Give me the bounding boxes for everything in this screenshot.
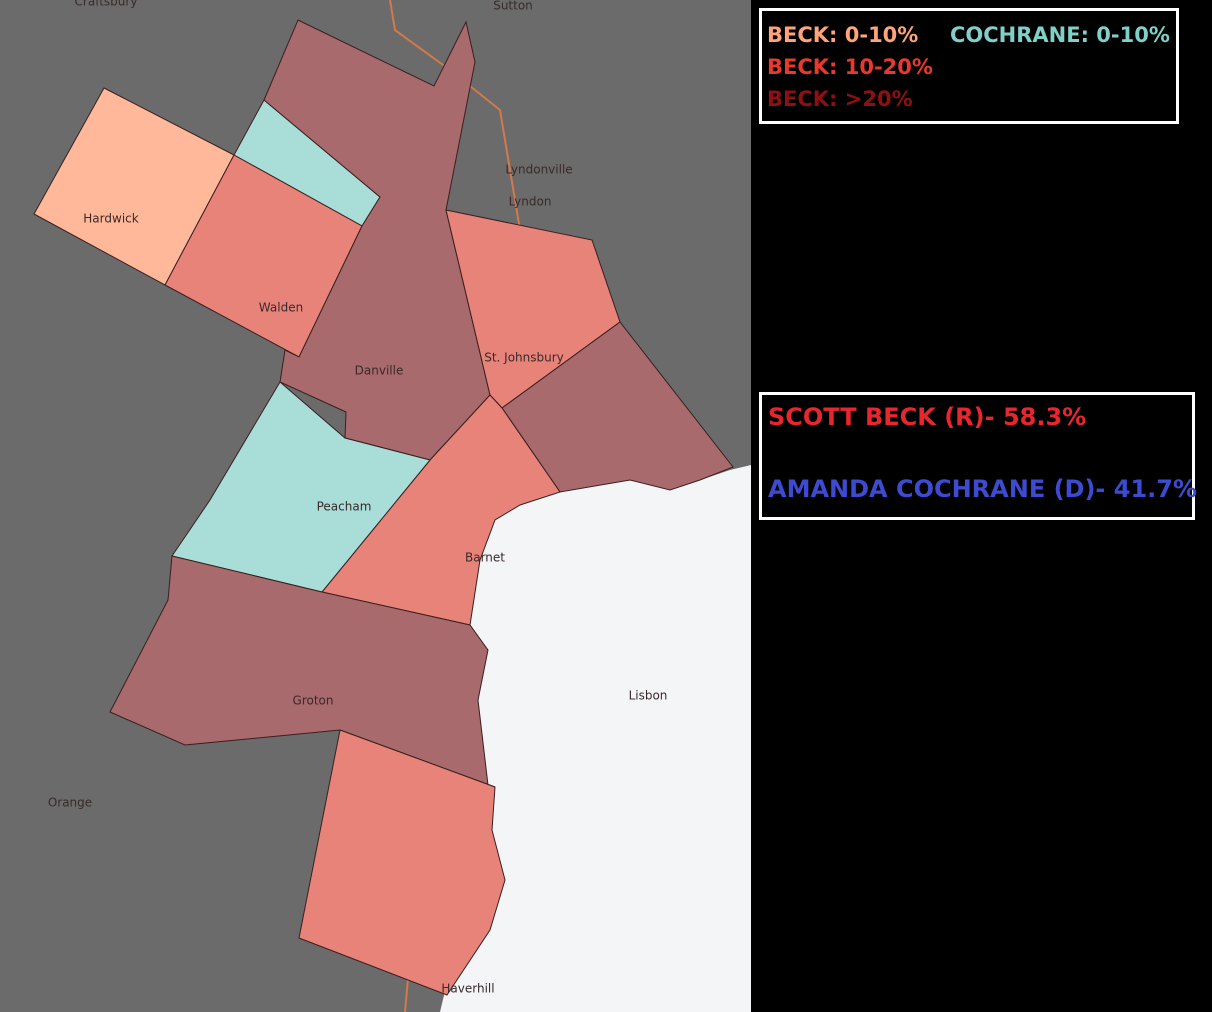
result: AMANDA COCHRANE (D)- 41.7% (768, 475, 1198, 503)
place-label: Lisbon (629, 689, 668, 703)
place-label: Sutton (493, 0, 533, 13)
result: SCOTT BECK (R)- 58.3% (768, 403, 1087, 431)
place-label: Orange (48, 796, 92, 810)
towns (33, 19, 734, 996)
place-label: Lyndon (509, 195, 552, 209)
place-label: Groton (293, 694, 334, 708)
town-beck-mid (298, 729, 506, 996)
legend-item: BECK: 0-10% (767, 23, 919, 47)
town-beck-high (263, 19, 491, 461)
results: SCOTT BECK (R)- 58.3% AMANDA COCHRANE (D… (759, 392, 1198, 520)
legend-item: BECK: 10-20% (767, 55, 933, 79)
legend-item: COCHRANE: 0-10% (950, 23, 1170, 47)
place-label: Barnet (465, 551, 505, 565)
place-label: Lyndonville (505, 163, 572, 177)
map: Craftsbury Sutton Lyndonville Lyndon Hardwic… (0, 0, 751, 1012)
place-label: St. Johnsbury (484, 351, 564, 365)
legend: BECK: 0-10% COCHRANE: 0-10% BECK: 10-20%… (759, 8, 1179, 124)
legend-item: BECK: >20% (767, 87, 913, 111)
place-label: Danville (355, 364, 404, 378)
land-nh (440, 465, 751, 1012)
place-label: Hardwick (83, 212, 138, 226)
place-label: Craftsbury (75, 0, 138, 9)
place-label: Peacham (317, 500, 372, 514)
place-labels: Craftsbury Sutton Lyndonville Lyndon Hardwic… (48, 0, 668, 996)
place-label: Haverhill (441, 982, 494, 996)
place-label: Walden (259, 301, 303, 315)
